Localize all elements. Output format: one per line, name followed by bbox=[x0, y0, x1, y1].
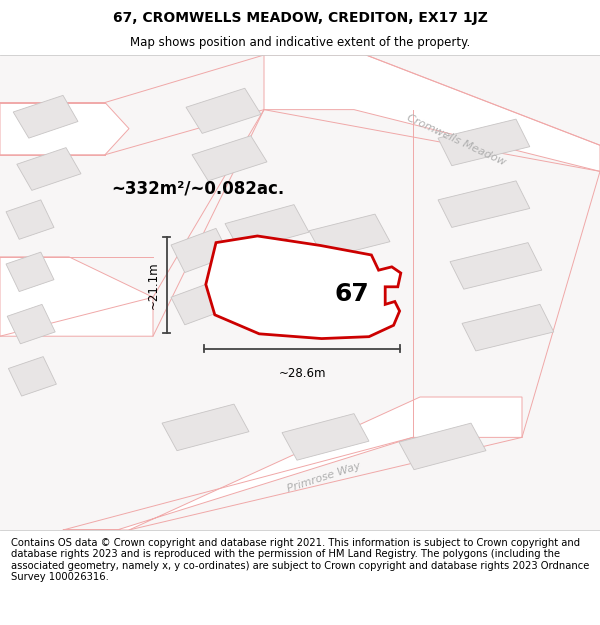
Polygon shape bbox=[6, 252, 54, 291]
Polygon shape bbox=[192, 136, 267, 181]
Text: Map shows position and indicative extent of the property.: Map shows position and indicative extent… bbox=[130, 36, 470, 49]
Polygon shape bbox=[17, 148, 81, 191]
Polygon shape bbox=[282, 414, 369, 460]
Polygon shape bbox=[8, 357, 56, 396]
Polygon shape bbox=[462, 304, 554, 351]
Polygon shape bbox=[63, 397, 522, 530]
Text: Contains OS data © Crown copyright and database right 2021. This information is : Contains OS data © Crown copyright and d… bbox=[11, 538, 589, 582]
Polygon shape bbox=[438, 119, 530, 166]
Polygon shape bbox=[0, 257, 153, 336]
Polygon shape bbox=[264, 55, 600, 171]
Polygon shape bbox=[162, 404, 249, 451]
Polygon shape bbox=[225, 204, 309, 251]
Polygon shape bbox=[450, 242, 542, 289]
Polygon shape bbox=[171, 281, 230, 325]
Polygon shape bbox=[309, 214, 390, 258]
Polygon shape bbox=[13, 96, 78, 138]
Text: 67: 67 bbox=[334, 282, 369, 306]
Text: 67, CROMWELLS MEADOW, CREDITON, EX17 1JZ: 67, CROMWELLS MEADOW, CREDITON, EX17 1JZ bbox=[113, 11, 487, 24]
Polygon shape bbox=[438, 181, 530, 228]
Polygon shape bbox=[399, 423, 486, 469]
Polygon shape bbox=[7, 304, 55, 344]
Text: ~21.1m: ~21.1m bbox=[147, 261, 160, 309]
Text: Primrose Way: Primrose Way bbox=[286, 461, 362, 494]
Text: ~332m²/~0.082ac.: ~332m²/~0.082ac. bbox=[111, 180, 284, 198]
Polygon shape bbox=[0, 102, 129, 155]
Text: Cromwells Meadow: Cromwells Meadow bbox=[405, 113, 507, 168]
Polygon shape bbox=[186, 88, 261, 133]
Text: ~28.6m: ~28.6m bbox=[278, 367, 326, 379]
Polygon shape bbox=[6, 200, 54, 239]
Polygon shape bbox=[171, 228, 230, 272]
Polygon shape bbox=[206, 236, 401, 339]
